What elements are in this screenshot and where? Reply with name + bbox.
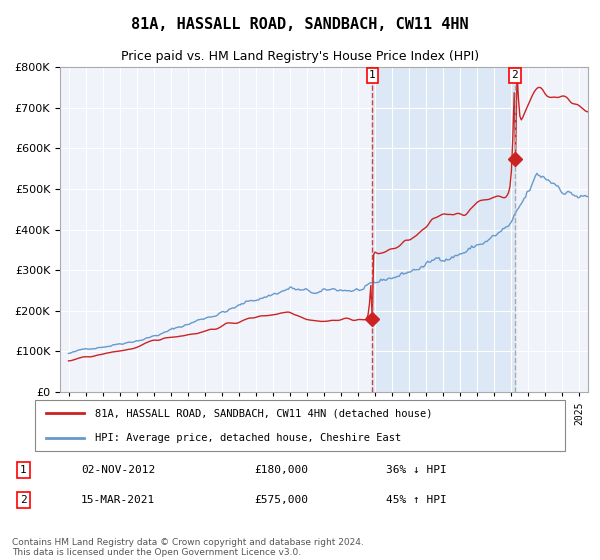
Text: 02-NOV-2012: 02-NOV-2012 <box>81 465 155 475</box>
Text: £575,000: £575,000 <box>254 495 308 505</box>
Text: 2: 2 <box>20 495 27 505</box>
Text: 2: 2 <box>512 71 518 81</box>
Text: 1: 1 <box>369 71 376 81</box>
Text: HPI: Average price, detached house, Cheshire East: HPI: Average price, detached house, Ches… <box>95 433 401 443</box>
Text: 81A, HASSALL ROAD, SANDBACH, CW11 4HN (detached house): 81A, HASSALL ROAD, SANDBACH, CW11 4HN (d… <box>95 408 432 418</box>
Text: Price paid vs. HM Land Registry's House Price Index (HPI): Price paid vs. HM Land Registry's House … <box>121 50 479 63</box>
Text: 36% ↓ HPI: 36% ↓ HPI <box>386 465 447 475</box>
FancyBboxPatch shape <box>35 400 565 451</box>
Text: 1: 1 <box>20 465 27 475</box>
Text: 15-MAR-2021: 15-MAR-2021 <box>81 495 155 505</box>
Text: 45% ↑ HPI: 45% ↑ HPI <box>386 495 447 505</box>
Bar <box>373 67 515 392</box>
Text: £180,000: £180,000 <box>254 465 308 475</box>
Text: 81A, HASSALL ROAD, SANDBACH, CW11 4HN: 81A, HASSALL ROAD, SANDBACH, CW11 4HN <box>131 17 469 32</box>
Text: Contains HM Land Registry data © Crown copyright and database right 2024.
This d: Contains HM Land Registry data © Crown c… <box>12 538 364 557</box>
